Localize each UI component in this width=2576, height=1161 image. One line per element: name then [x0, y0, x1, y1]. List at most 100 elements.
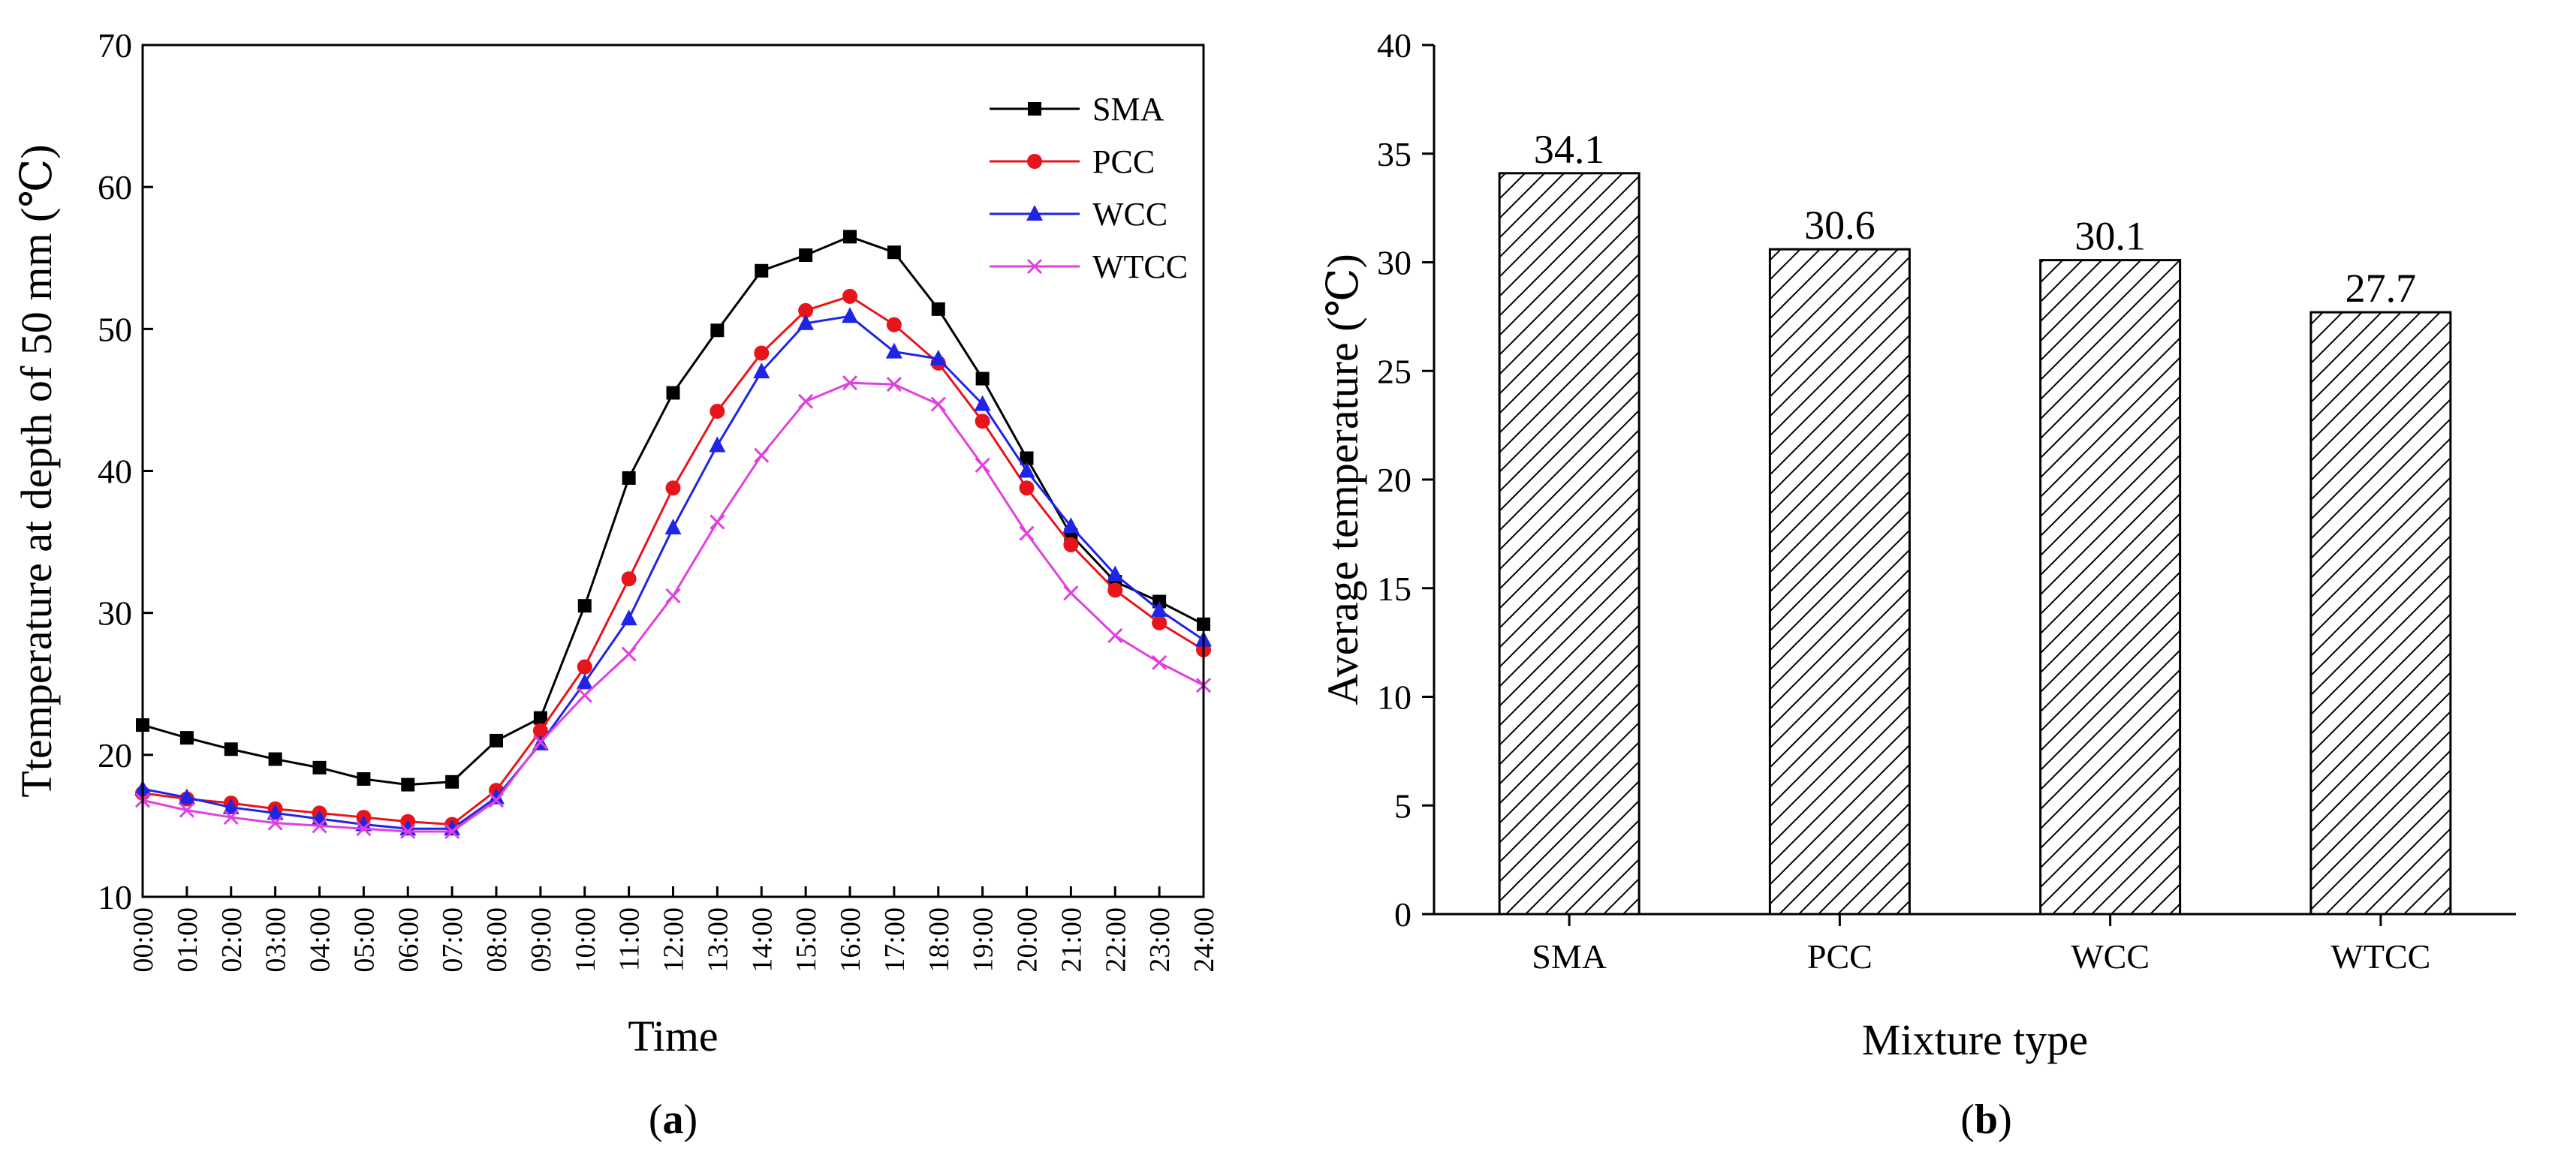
line-chart-y-ticks: 10 20 30 40 50 60 70: [98, 26, 153, 916]
bar-chart-y-tick-label: 0: [1394, 895, 1412, 934]
data-point-wtcc: [710, 514, 725, 530]
line-chart-x-tick-label: 13:00: [702, 907, 734, 973]
data-point-wcc: [709, 436, 726, 453]
bar-chart-x-axis-title: Mixture type: [1862, 1015, 2088, 1064]
data-point-wcc: [1062, 517, 1080, 534]
data-point-wtcc: [312, 818, 327, 834]
legend-label: SMA: [1092, 91, 1164, 128]
data-point-wcc: [842, 307, 858, 323]
line-chart-x-tick-label: 17:00: [879, 907, 911, 973]
data-point-wcc: [222, 798, 240, 814]
bar-chart-panel-b: 0 5 10 15 20 25 30 35 40 34.1 30.6 30.1 27.7 SMA PCC…: [1318, 26, 2516, 1143]
legend-item-wcc: WCC: [990, 196, 1167, 233]
line-chart-y-axis-title: Ttemperature at depth of 50 mm (℃): [12, 144, 61, 797]
legend-marker: [1026, 205, 1043, 221]
data-point-wcc: [974, 395, 991, 411]
bar-chart-y-tick-label: 25: [1377, 352, 1412, 390]
data-point-pcc: [577, 659, 592, 675]
data-point-sma: [312, 760, 327, 775]
data-point-sma: [843, 230, 857, 244]
data-point-pcc: [1152, 615, 1167, 630]
data-point-pcc: [665, 480, 681, 496]
data-point-wtcc: [798, 393, 814, 409]
data-point-wcc: [488, 788, 505, 805]
line-chart-x-tick-label: 06:00: [393, 907, 424, 973]
legend-label: WTCC: [1092, 248, 1188, 285]
data-point-sma: [1020, 451, 1034, 465]
legend-marker: [1027, 154, 1042, 169]
bar-chart-y-tick-label: 30: [1377, 244, 1412, 282]
bar-chart-y-tick-label: 20: [1377, 461, 1412, 499]
legend-label: WCC: [1092, 196, 1167, 233]
data-point-sma: [268, 752, 282, 766]
line-chart-x-tick-label: 16:00: [835, 907, 866, 973]
data-point-sma: [799, 248, 813, 262]
legend-label: PCC: [1092, 143, 1155, 180]
line-chart-y-tick-label: 20: [98, 736, 132, 775]
bar-sma: [1498, 172, 1641, 916]
data-point-wcc: [753, 362, 770, 379]
bar-chart-x-tick-label: SMA: [1532, 937, 1607, 976]
data-point-wtcc: [1019, 525, 1035, 541]
bar-value-label: 27.7: [2346, 266, 2417, 311]
data-point-wcc: [1018, 462, 1035, 478]
series-pcc: [135, 288, 1211, 832]
data-point-wtcc: [400, 823, 416, 840]
data-point-pcc: [886, 317, 902, 332]
line-chart-x-tick-label: 03:00: [261, 907, 292, 973]
bar-chart-x-tick-label: PCC: [1807, 937, 1872, 976]
data-point-sma: [755, 263, 769, 278]
line-chart-x-axis-title: Time: [628, 1012, 718, 1060]
line-chart-plot-frame: [141, 44, 1205, 898]
data-point-wtcc: [223, 810, 239, 826]
bar-chart-x-tick-label: WCC: [2071, 937, 2150, 976]
data-point-wcc: [355, 815, 372, 832]
line-chart-x-tick-label: 19:00: [968, 907, 999, 973]
series-line-pcc: [142, 295, 1204, 826]
bar-chart-y-tick-label: 35: [1377, 135, 1412, 173]
line-chart-x-tick-label: 04:00: [305, 907, 336, 973]
data-point-sma: [577, 599, 592, 613]
legend-item-wtcc: WTCC: [990, 248, 1188, 285]
line-chart-x-tick-label: 02:00: [216, 907, 248, 973]
data-point-wtcc: [1063, 585, 1079, 601]
data-point-wcc: [929, 350, 947, 366]
line-chart-x-tick-label: 11:00: [614, 907, 646, 971]
data-point-wtcc: [488, 793, 505, 808]
line-chart-x-tick-label: 21:00: [1056, 907, 1087, 973]
data-point-wtcc: [930, 396, 946, 412]
data-point-wcc: [664, 519, 682, 535]
bar-value-label: 34.1: [1534, 127, 1605, 172]
bar-chart-y-ticks: 0 5 10 15 20 25 30 35 40: [1377, 26, 1434, 934]
bar-chart-x-ticks: SMA PCC WCC WTCC: [1532, 914, 2430, 976]
data-point-sma: [224, 742, 238, 756]
data-point-pcc: [975, 414, 990, 429]
data-point-wtcc: [577, 687, 592, 703]
bar-chart-y-tick-label: 10: [1377, 678, 1412, 717]
line-chart-legend: SMA PCC WCC WTCC: [990, 91, 1188, 285]
line-chart-x-tick-label: 24:00: [1189, 907, 1220, 973]
series-sma: [136, 230, 1210, 792]
data-point-wtcc: [754, 447, 770, 463]
line-chart-x-tick-label: 18:00: [923, 907, 955, 973]
data-point-pcc: [842, 288, 857, 304]
data-point-sma: [445, 775, 459, 789]
panel-label-a: (a): [649, 1096, 697, 1143]
bar-chart-bars: 34.1 30.6 30.1 27.7: [1498, 127, 2452, 916]
data-point-sma: [666, 386, 680, 400]
line-chart-x-tick-label: 08:00: [481, 907, 513, 973]
line-chart-x-tick-label: 05:00: [348, 907, 380, 973]
data-point-pcc: [1063, 537, 1079, 552]
legend-marker: [1026, 258, 1043, 275]
line-chart-x-tick-label: 14:00: [746, 907, 778, 973]
data-point-wcc: [576, 673, 593, 690]
data-point-wcc: [267, 804, 284, 820]
line-chart-x-ticks: 00:00 01:00 02:00 03:00 04:00 05:00 06:00 07:00…: [128, 886, 1220, 973]
data-point-pcc: [532, 723, 548, 738]
data-point-pcc: [710, 404, 725, 420]
bar-chart-axes: [1433, 45, 2516, 916]
data-point-sma: [490, 733, 503, 747]
data-point-sma: [533, 711, 547, 725]
line-chart-y-tick-label: 40: [98, 453, 132, 491]
